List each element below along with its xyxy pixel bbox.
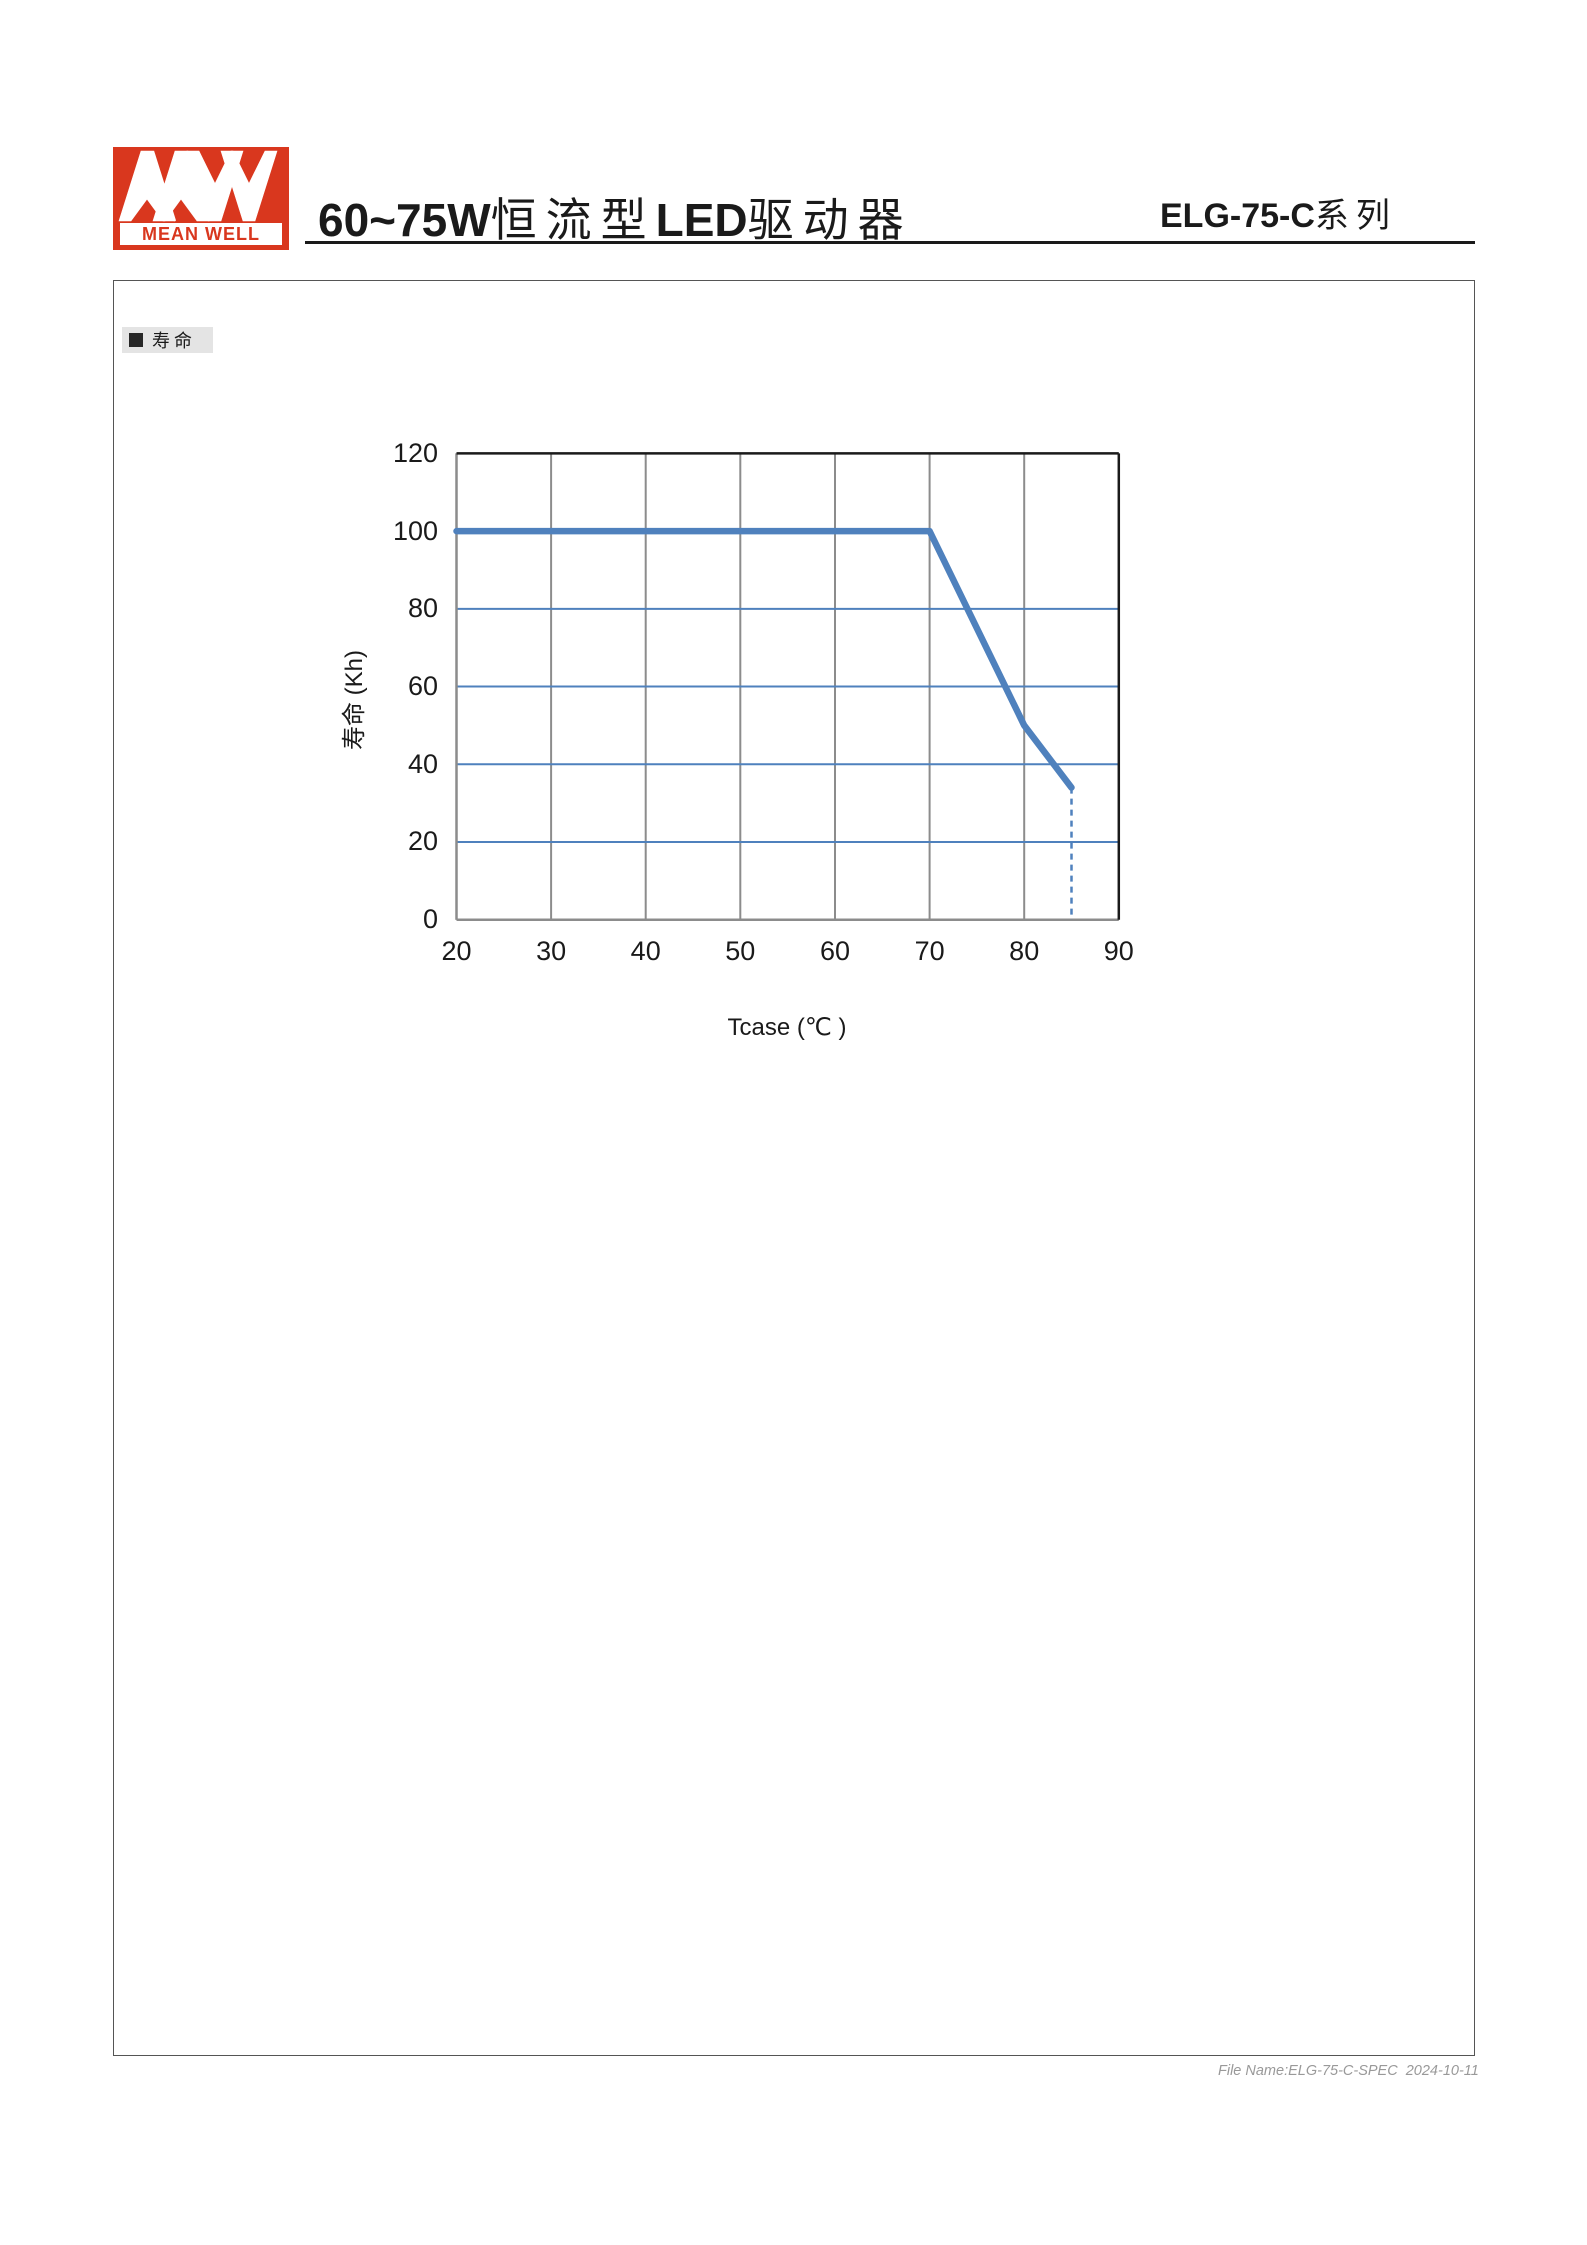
- svg-text:60: 60: [820, 936, 850, 966]
- svg-text:120: 120: [393, 438, 438, 468]
- svg-text:20: 20: [441, 936, 471, 966]
- svg-text:40: 40: [408, 749, 438, 779]
- svg-text:0: 0: [423, 904, 438, 934]
- svg-text:20: 20: [408, 826, 438, 856]
- svg-text:70: 70: [915, 936, 945, 966]
- svg-text:Tcase (℃ ): Tcase (℃ ): [728, 1014, 847, 1041]
- svg-text:80: 80: [408, 593, 438, 623]
- svg-text:80: 80: [1009, 936, 1039, 966]
- svg-text:100: 100: [393, 516, 438, 546]
- svg-text:30: 30: [536, 936, 566, 966]
- svg-text:60: 60: [408, 671, 438, 701]
- svg-text:40: 40: [631, 936, 661, 966]
- svg-text:90: 90: [1104, 936, 1134, 966]
- svg-text:寿命 (Kh): 寿命 (Kh): [341, 650, 368, 750]
- svg-text:50: 50: [725, 936, 755, 966]
